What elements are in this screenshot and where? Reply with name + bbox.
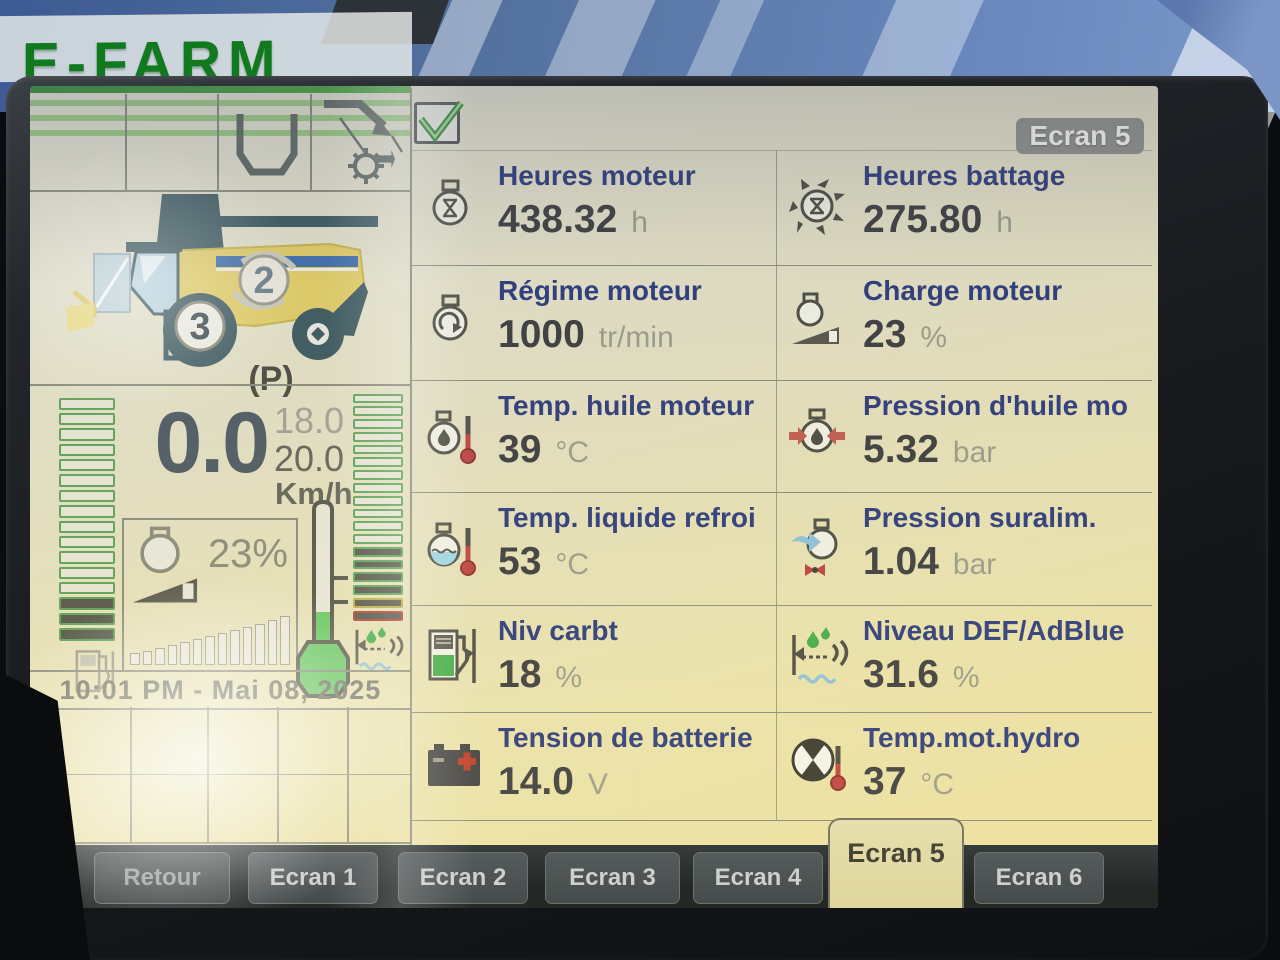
speed-range-lower: 20.0 [274, 438, 345, 479]
cell-battery-voltage: Tension de batterie 14.0 V [412, 712, 775, 820]
fuel-level-icon [428, 629, 476, 683]
cell-engine-load: Charge moteur 23% [777, 265, 1150, 380]
load-histogram [130, 613, 290, 665]
tab-ecran-5-active[interactable]: Ecran 5 [828, 818, 964, 908]
ground-speed-value: 0.0 [154, 395, 270, 491]
cell-oil-pressure: Pression d'huile mo 5.32 bar [777, 380, 1150, 492]
cell-adblue-level: Niveau DEF/AdBlue 31.6% [777, 605, 1150, 712]
cell-engine-hours: Heures moteur 438.32 h [412, 150, 775, 265]
cell-coolant-temperature: Temp. liquide refroi 53 °C [412, 492, 775, 605]
unloading-auger-icon [324, 100, 404, 184]
engine-load-box: 23% [122, 518, 298, 672]
oil-pressure-icon [789, 408, 845, 453]
threshing-hours-icon [789, 179, 845, 235]
svg-text:3: 3 [189, 306, 210, 348]
header-green-bar [30, 86, 411, 93]
cell-oil-temperature: Temp. huile moteur 39 °C [412, 380, 775, 492]
terminal-screen: Ecran 5 3 [30, 86, 1158, 908]
speed-range-upper: 18.0 [274, 400, 345, 441]
engine-load-icon [792, 292, 839, 344]
tab-ecran-1[interactable]: Ecran 1 [248, 852, 378, 904]
parking-brake-symbol: (P) [248, 360, 294, 398]
tab-ecran-6[interactable]: Ecran 6 [974, 852, 1104, 904]
battery-icon [428, 744, 480, 786]
engine-load-small-icon [132, 526, 198, 603]
tab-ecran-2[interactable]: Ecran 2 [398, 852, 528, 904]
adblue-small-icon [355, 626, 404, 671]
tab-ecran-4[interactable]: Ecran 4 [693, 852, 823, 904]
engine-speed-icon [432, 294, 468, 341]
svg-text:2: 2 [253, 260, 274, 302]
cell-boost-pressure: Pression suralim. 1.04 bar [777, 492, 1150, 605]
coolant-temperature-icon [427, 522, 476, 576]
fuel-gauge [56, 396, 118, 642]
cell-fuel-level: Niv carbt 18% [412, 605, 775, 712]
retour-button[interactable]: Retour [94, 852, 230, 904]
alarm-acknowledge-checkbox[interactable] [414, 100, 464, 144]
screen-title: Ecran 5 [1016, 118, 1144, 154]
engine-hours-icon [432, 179, 468, 226]
cell-hydro-motor-temperature: Temp.mot.hydro 37 °C [777, 712, 1150, 820]
clock-display: 10:01 PM - Mai 08, 2025 [30, 670, 411, 710]
green-checkmark-icon [418, 100, 464, 143]
engine-load-percent: 23% [207, 532, 288, 576]
def-gauge [350, 392, 406, 622]
grain-tank-icon [236, 114, 298, 176]
watermark-band: E-FARM [0, 11, 412, 97]
tab-ecran-3[interactable]: Ecran 3 [545, 852, 680, 904]
adblue-level-icon [792, 627, 849, 684]
hydro-motor-temperature-icon [791, 738, 846, 791]
oil-temperature-icon [427, 410, 476, 464]
cell-threshing-hours: Heures battage 275.80 h [777, 150, 1150, 265]
cell-engine-speed: Régime moteur 1000 tr/min [412, 265, 775, 380]
combine-graphic: 3 2 [66, 194, 378, 367]
boost-pressure-icon [791, 518, 838, 576]
